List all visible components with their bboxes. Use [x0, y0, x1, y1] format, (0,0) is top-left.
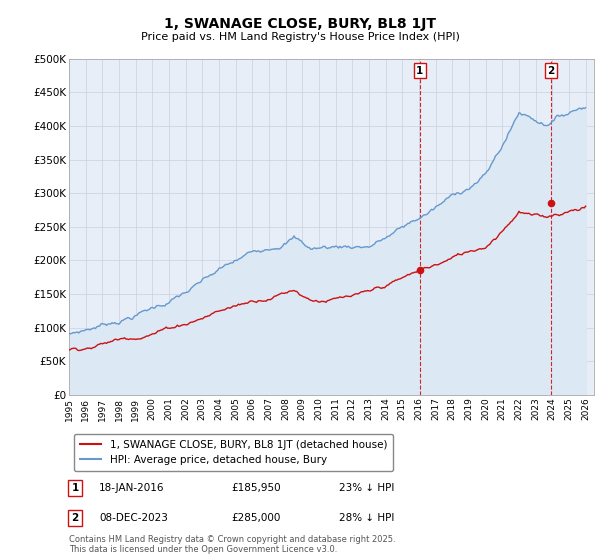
Text: 1, SWANAGE CLOSE, BURY, BL8 1JT: 1, SWANAGE CLOSE, BURY, BL8 1JT [164, 17, 436, 31]
Text: 2: 2 [547, 66, 554, 76]
Text: 18-JAN-2016: 18-JAN-2016 [99, 483, 164, 493]
Legend: 1, SWANAGE CLOSE, BURY, BL8 1JT (detached house), HPI: Average price, detached h: 1, SWANAGE CLOSE, BURY, BL8 1JT (detache… [74, 433, 394, 472]
Text: 08-DEC-2023: 08-DEC-2023 [99, 513, 168, 523]
Text: Contains HM Land Registry data © Crown copyright and database right 2025.
This d: Contains HM Land Registry data © Crown c… [69, 535, 395, 554]
Text: Price paid vs. HM Land Registry's House Price Index (HPI): Price paid vs. HM Land Registry's House … [140, 32, 460, 43]
Text: £285,000: £285,000 [231, 513, 280, 523]
Point [415, 265, 425, 274]
Text: 1: 1 [416, 66, 424, 76]
Text: £185,950: £185,950 [231, 483, 281, 493]
Text: 2: 2 [71, 513, 79, 523]
Text: 1: 1 [71, 483, 79, 493]
Point [546, 199, 556, 208]
Text: 28% ↓ HPI: 28% ↓ HPI [339, 513, 394, 523]
Text: 23% ↓ HPI: 23% ↓ HPI [339, 483, 394, 493]
